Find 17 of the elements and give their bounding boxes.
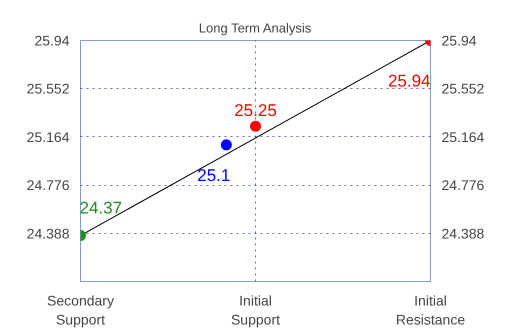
y2-tick-label: 25.94 <box>442 32 477 48</box>
data-label: 25.1 <box>197 166 230 185</box>
y2-tick-label: 25.164 <box>442 128 485 145</box>
y-tick-label: 25.164 <box>26 128 70 145</box>
y-tick-label: 24.388 <box>26 225 70 242</box>
y2-tick-label: 24.776 <box>442 177 485 194</box>
y-tick-label: 25.94 <box>34 32 70 48</box>
data-label: 25.94 <box>388 72 431 90</box>
chart-title: Long Term Analysis <box>198 20 312 36</box>
x-tick-label: Initial Resistance <box>396 292 466 328</box>
y2-tick-label: 24.388 <box>442 225 485 242</box>
x-tick-label: Secondary Support <box>47 292 114 328</box>
y-tick-label: 25.552 <box>26 80 70 97</box>
x-tick-label: Initial Support <box>230 292 280 328</box>
y2-tick-label: 25.552 <box>442 80 485 97</box>
data-label: 25.25 <box>234 101 277 120</box>
y-tick-label: 24.776 <box>26 177 70 194</box>
